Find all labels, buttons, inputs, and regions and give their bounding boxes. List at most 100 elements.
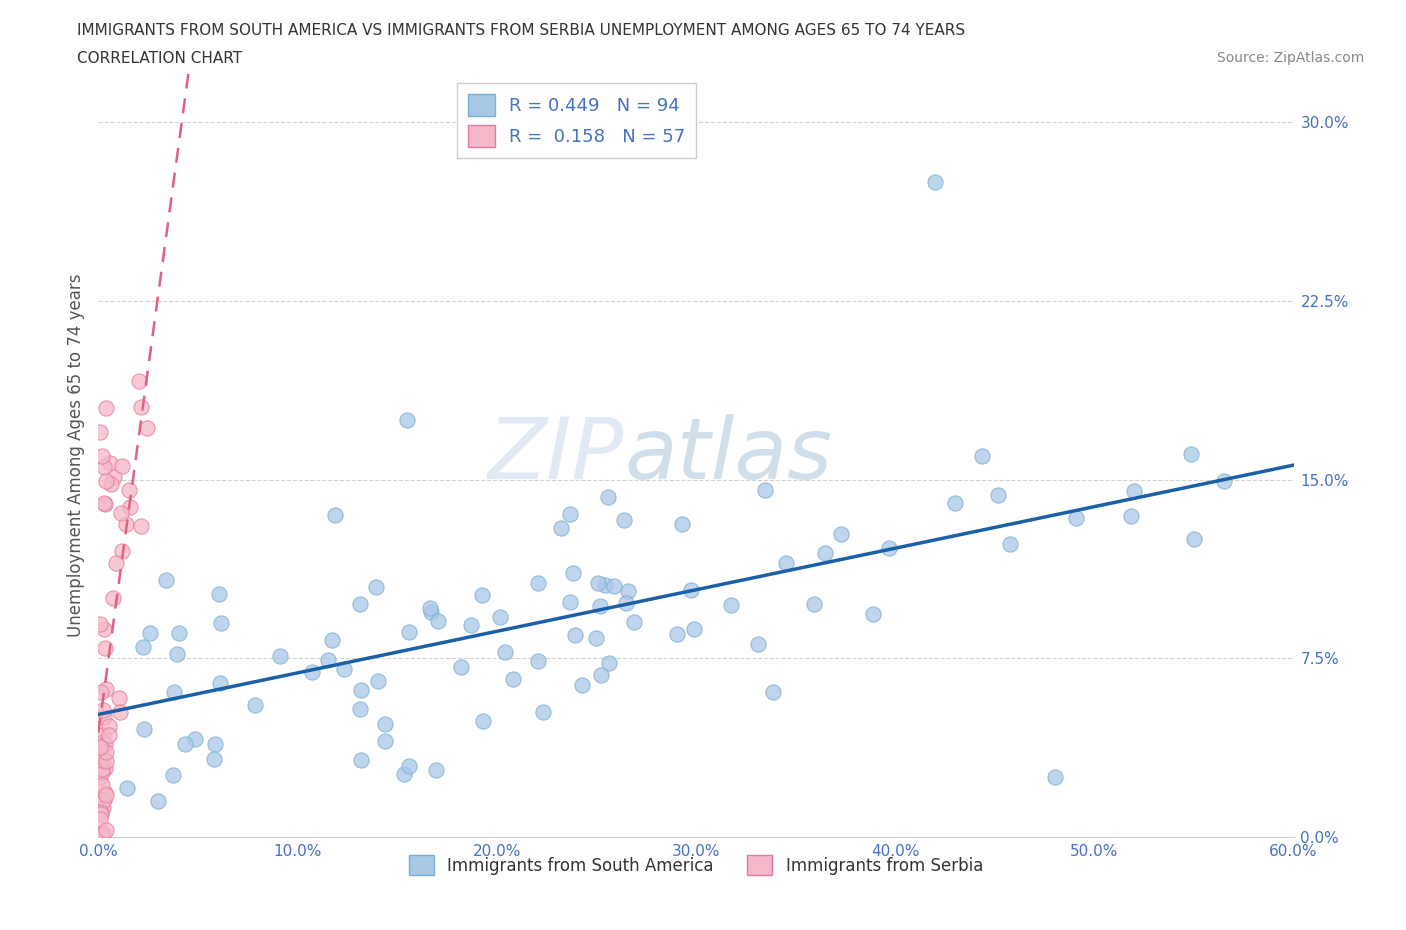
Point [419,604,441,619]
Point [603,578,626,593]
Point [585,631,607,645]
Point [93,496,115,511]
Point [419,601,441,616]
Text: Source: ZipAtlas.com: Source: ZipAtlas.com [1216,51,1364,65]
Point [679,583,702,598]
Point [90,752,112,767]
Point [89,811,111,826]
Point [571,678,593,693]
Point [527,576,550,591]
Point [617,583,640,598]
Point [91,826,114,841]
Point [91,765,114,780]
Point [136,420,159,435]
Point [96,401,118,416]
Point [128,374,150,389]
Point [1212,473,1234,488]
Point [89,769,111,784]
Point [323,508,346,523]
Point [924,174,946,189]
Point [104,556,127,571]
Point [586,576,609,591]
Point [94,823,117,838]
Point [367,673,389,688]
Point [132,721,155,736]
Point [202,751,225,766]
Point [110,705,132,720]
Point [1064,511,1087,525]
Point [155,572,177,587]
Point [89,617,111,631]
Point [94,786,117,801]
Point [396,413,419,428]
Point [166,646,188,661]
Point [830,526,852,541]
Point [174,737,197,751]
Point [943,496,966,511]
Point [101,591,124,605]
Point [100,476,122,491]
Point [90,804,112,819]
Point [862,606,884,621]
Point [1123,484,1146,498]
Point [91,703,114,718]
Point [682,622,704,637]
Point [301,665,323,680]
Point [803,596,825,611]
Point [614,595,637,610]
Point [562,565,585,580]
Point [987,488,1010,503]
Point [623,614,645,629]
Point [91,448,114,463]
Point [472,713,495,728]
Point [148,794,170,809]
Point [425,763,447,777]
Point [91,762,114,777]
Point [89,739,111,754]
Point [94,761,117,776]
Point [550,521,572,536]
Point [132,640,155,655]
Point [333,662,356,677]
Point [131,400,153,415]
Point [91,749,114,764]
Point [139,625,162,640]
Point [163,684,186,699]
Point [269,648,291,663]
Point [531,704,554,719]
Point [316,653,339,668]
Point [90,828,112,843]
Point [450,659,472,674]
Point [489,609,512,624]
Point [184,732,207,747]
Point [91,777,114,792]
Point [494,644,516,659]
Point [589,598,612,613]
Point [671,516,693,531]
Point [97,728,120,743]
Point [502,671,524,686]
Point [591,668,613,683]
Point [93,460,115,475]
Point [94,744,117,759]
Point [115,780,138,795]
Point [169,625,191,640]
Point [558,594,581,609]
Point [115,517,138,532]
Point [364,580,387,595]
Point [94,474,117,489]
Point [96,753,118,768]
Point [398,625,420,640]
Text: atlas: atlas [624,414,832,498]
Point [208,587,231,602]
Point [103,470,125,485]
Point [98,455,121,470]
Point [321,633,343,648]
Point [162,767,184,782]
Point [93,801,115,816]
Point [392,766,415,781]
Point [111,543,134,558]
Point [460,618,482,632]
Point [613,513,636,528]
Point [204,737,226,751]
